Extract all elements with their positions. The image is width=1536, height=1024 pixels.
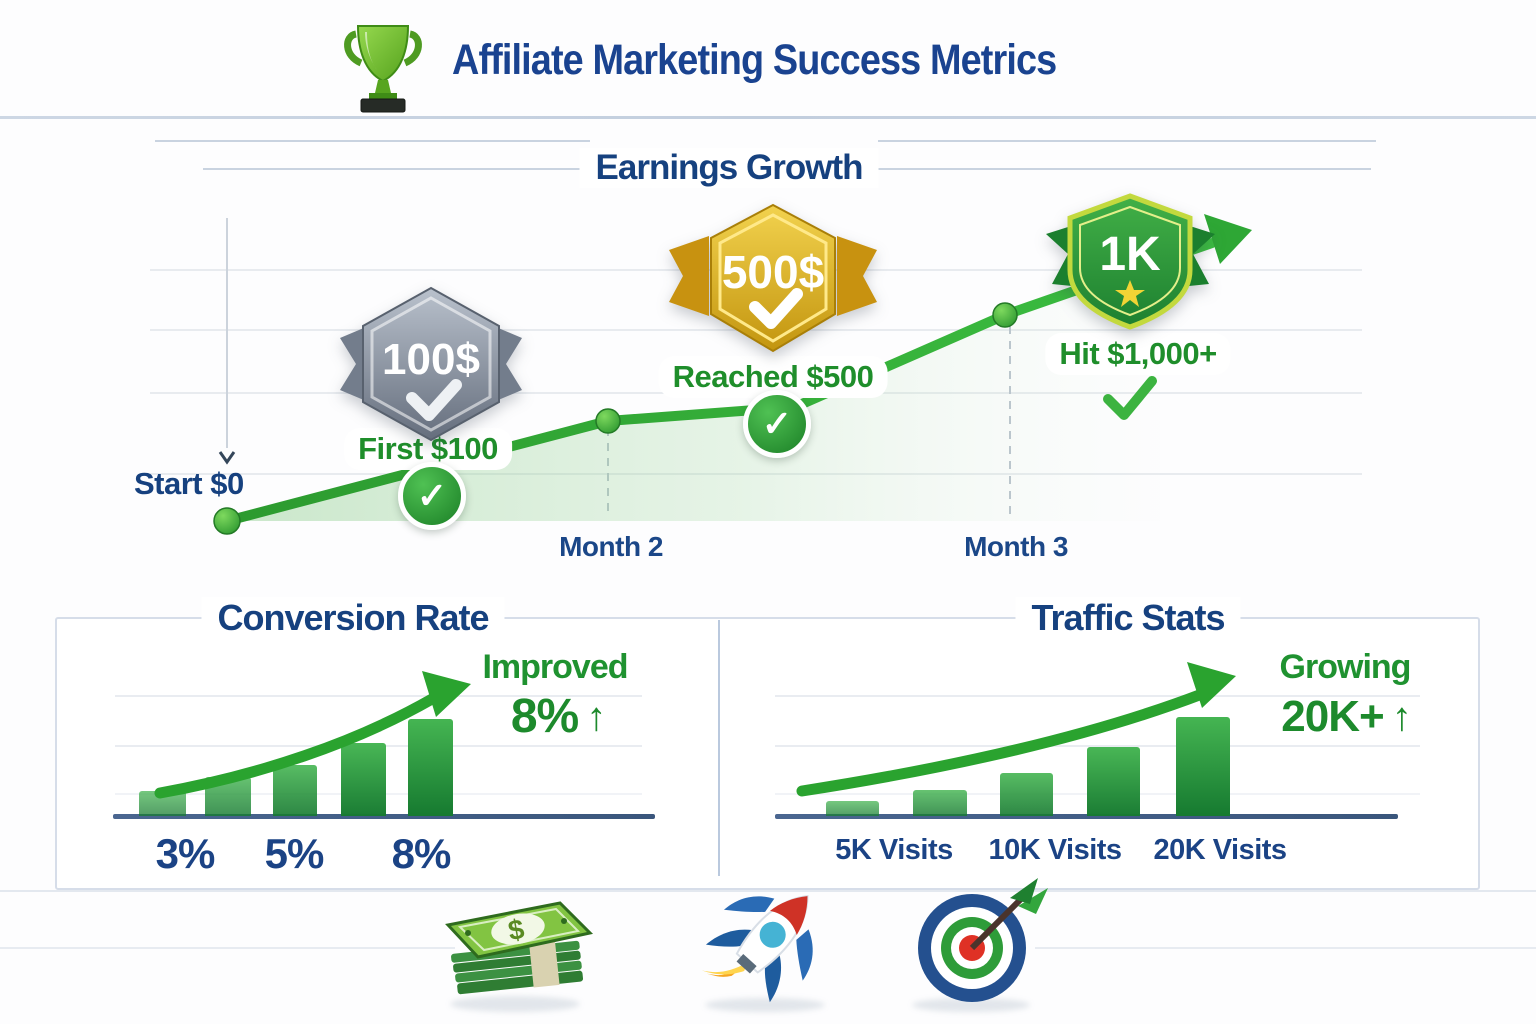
silver-100-badge: 100$ (340, 286, 522, 442)
improved-number: 8% (510, 690, 579, 743)
trend-arrowhead (1204, 214, 1252, 264)
gold-500-badge: 500$ (669, 203, 877, 353)
earnings-flank-line (203, 168, 590, 170)
bar (1000, 773, 1053, 816)
rocket-icon (701, 895, 813, 1003)
target-dartboard-icon (918, 878, 1048, 1002)
gridline (115, 695, 642, 697)
check-circle-icon: ✓ (743, 390, 811, 458)
green-1k-badge: 1K (1046, 193, 1215, 330)
growing-label: Growing (1279, 648, 1412, 686)
star-icon (1115, 280, 1145, 307)
footer-line (0, 947, 455, 949)
check-glyph: ✓ (416, 475, 448, 516)
improved-value: 8% ↑ (510, 690, 606, 743)
bar (1176, 717, 1230, 816)
conversion-label-5pct: 5% (264, 830, 325, 877)
check-circle-icon: ✓ (398, 462, 466, 530)
trophy-icon (344, 25, 422, 113)
milestone-label-hit-1000: Hit $1,000+ (1045, 333, 1231, 375)
bar (826, 801, 879, 816)
bar (273, 765, 317, 816)
shadow (450, 996, 580, 1012)
check-mark-icon (1103, 376, 1157, 420)
badge-500-text: 500$ (722, 246, 824, 298)
up-arrow-icon: ↑ (586, 695, 606, 739)
shadow (705, 998, 825, 1012)
traffic-bar-group (775, 717, 1375, 816)
check-glyph: ✓ (761, 403, 793, 444)
start-zero-label: Start $0 (134, 466, 244, 501)
money-stack-icon: $ (445, 901, 594, 995)
gridline (775, 695, 1420, 697)
growth-arrow-icon (154, 671, 471, 799)
milestone-label-reached-500: Reached $500 (658, 356, 888, 398)
shadow (912, 998, 1030, 1012)
month-2-label: Month 2 (559, 531, 663, 562)
traffic-axis-line (775, 814, 1398, 819)
growing-value: 20K+ ↑ (1281, 691, 1412, 743)
bar (1087, 747, 1140, 816)
conversion-bar-group (115, 718, 655, 816)
traffic-stats-title: Traffic Stats (1015, 597, 1241, 639)
conversion-label-8pct: 8% (391, 830, 452, 877)
bar (408, 719, 453, 816)
growing-number: 20K+ (1281, 692, 1384, 741)
improved-label: Improved (482, 648, 628, 686)
badge-100-text: 100$ (382, 335, 480, 384)
conversion-label-3pct: 3% (155, 830, 216, 877)
growth-arrow-icon (796, 662, 1236, 797)
traffic-label-10k: 10K Visits (988, 834, 1122, 866)
conversion-rate-title: Conversion Rate (201, 597, 505, 639)
gridline (775, 745, 1420, 747)
header-divider (0, 116, 1536, 119)
page-title: Affiliate Marketing Success Metrics (452, 36, 1057, 84)
stats-panel (55, 617, 1480, 890)
footer-line (0, 890, 1536, 892)
traffic-label-20k: 20K Visits (1153, 834, 1287, 866)
conversion-axis-line (113, 814, 655, 819)
earnings-growth-title: Earnings Growth (579, 148, 879, 188)
earnings-flank-line (878, 168, 1371, 170)
badge-1k-text: 1K (1099, 228, 1161, 281)
bar (913, 790, 967, 816)
earnings-flank-line (155, 140, 590, 142)
bar (341, 743, 386, 816)
up-arrow-icon: ↑ (1391, 695, 1412, 739)
traffic-label-5k: 5K Visits (835, 834, 953, 866)
earnings-flank-line (878, 140, 1376, 142)
panel-divider (718, 620, 720, 876)
svg-text:$: $ (506, 913, 527, 946)
month-3-label: Month 3 (964, 531, 1068, 562)
footer-line (1035, 947, 1536, 949)
